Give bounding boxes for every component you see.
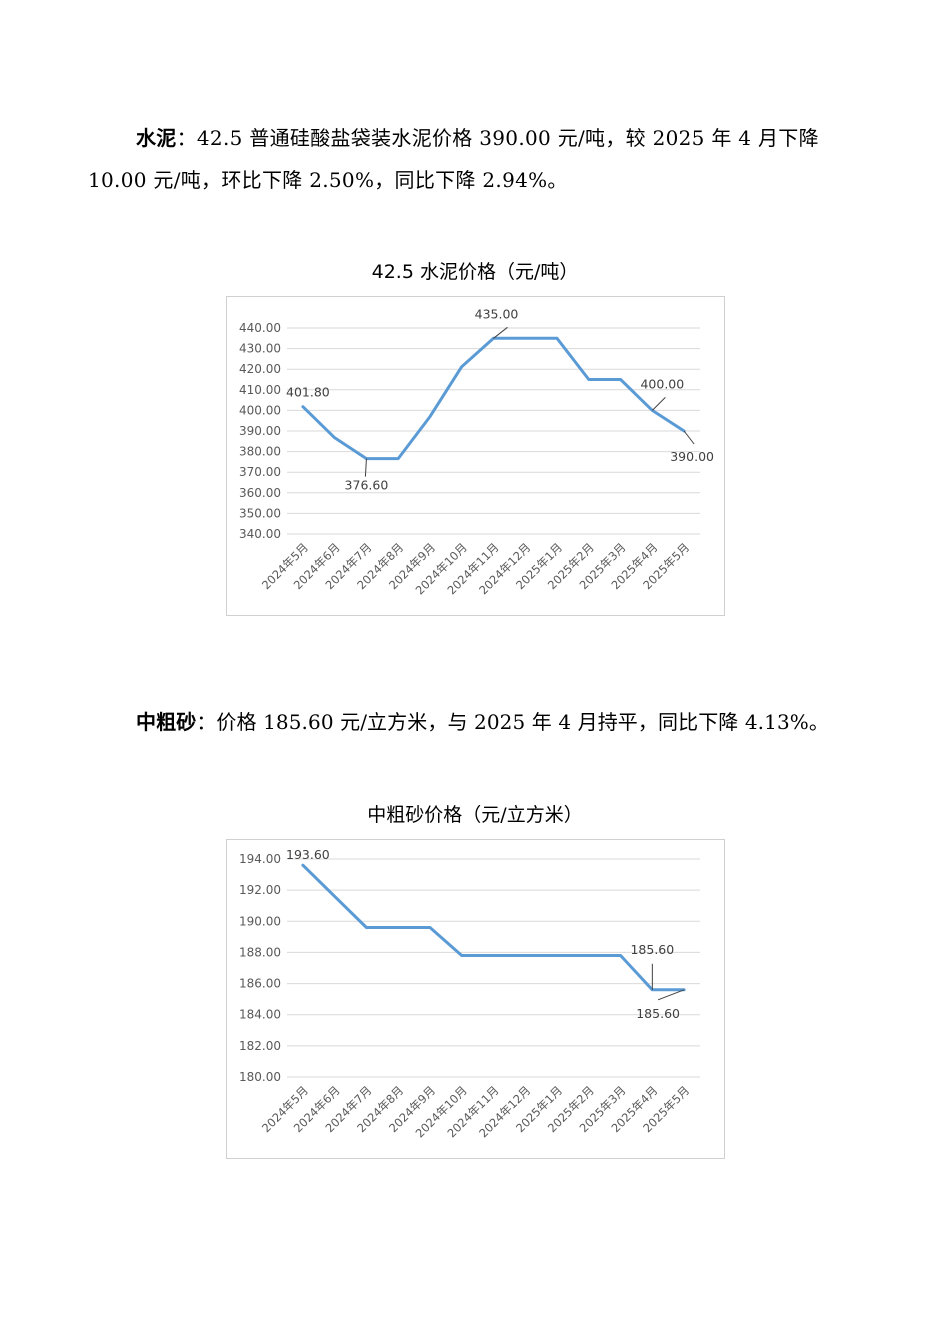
y-tick-label: 184.00 <box>239 1008 281 1022</box>
sand-chart: 180.00 182.00 184.00 186.00 188.00 190.00 192.… <box>226 839 725 1159</box>
y-tick-label: 360.00 <box>239 486 281 500</box>
cement-chart-svg: 340.00 350.00 360.00 370.00 380.00 390.00 400.… <box>239 306 714 597</box>
data-label: 193.60 <box>286 847 330 862</box>
cement-paragraph: 水泥：42.5 普通硅酸盐袋装水泥价格 390.00 元/吨，较 2025 年 … <box>88 117 868 201</box>
series-line <box>301 863 686 992</box>
y-tick-label: 430.00 <box>239 342 281 356</box>
y-tick-label: 420.00 <box>239 362 281 376</box>
data-label: 401.80 <box>286 385 330 400</box>
data-label-leader <box>364 458 367 477</box>
data-label: 376.60 <box>345 478 389 493</box>
y-tick-label: 182.00 <box>239 1039 281 1053</box>
cement-chart-title: 42.5 水泥价格（元/吨） <box>371 261 579 283</box>
cement-text: ：42.5 普通硅酸盐袋装水泥价格 390.00 元/吨，较 2025 年 4 … <box>88 126 819 192</box>
series-line <box>301 336 686 461</box>
y-tick-label: 400.00 <box>239 403 281 417</box>
y-tick-label: 340.00 <box>239 527 281 541</box>
data-label: 185.60 <box>630 942 674 957</box>
y-tick-label: 380.00 <box>239 445 281 459</box>
data-label-leader <box>493 326 508 339</box>
y-tick-label: 186.00 <box>239 977 281 991</box>
y-tick-label: 190.00 <box>239 914 281 928</box>
data-label: 390.00 <box>670 449 714 464</box>
y-tick-label: 390.00 <box>239 424 281 438</box>
data-label-leader <box>651 397 666 411</box>
y-tick-label: 350.00 <box>239 506 281 520</box>
cement-label: 水泥 <box>136 126 177 150</box>
sand-label: 中粗砂 <box>136 710 197 734</box>
y-tick-label: 370.00 <box>239 465 281 479</box>
sand-text: ：价格 185.60 元/立方米，与 2025 年 4 月持平，同比下降 4.1… <box>196 710 829 734</box>
y-tick-label: 188.00 <box>239 945 281 959</box>
sand-chart-svg: 180.00 182.00 184.00 186.00 188.00 190.00 192.… <box>239 847 700 1140</box>
y-tick-label: 180.00 <box>239 1070 281 1084</box>
y-tick-label: 194.00 <box>239 852 281 866</box>
data-label: 185.60 <box>636 1006 680 1021</box>
sand-paragraph: 中粗砂：价格 185.60 元/立方米，与 2025 年 4 月持平，同比下降 … <box>88 701 878 743</box>
data-label-leader <box>683 430 695 445</box>
sand-chart-title: 中粗砂价格（元/立方米） <box>367 804 583 826</box>
y-tick-label: 440.00 <box>239 321 281 335</box>
cement-chart: 340.00 350.00 360.00 370.00 380.00 390.00 400.… <box>226 296 725 616</box>
y-tick-label: 192.00 <box>239 883 281 897</box>
data-label: 435.00 <box>475 306 519 321</box>
y-tick-label: 410.00 <box>239 383 281 397</box>
data-label-leader <box>657 989 685 1001</box>
data-label: 400.00 <box>640 376 684 391</box>
